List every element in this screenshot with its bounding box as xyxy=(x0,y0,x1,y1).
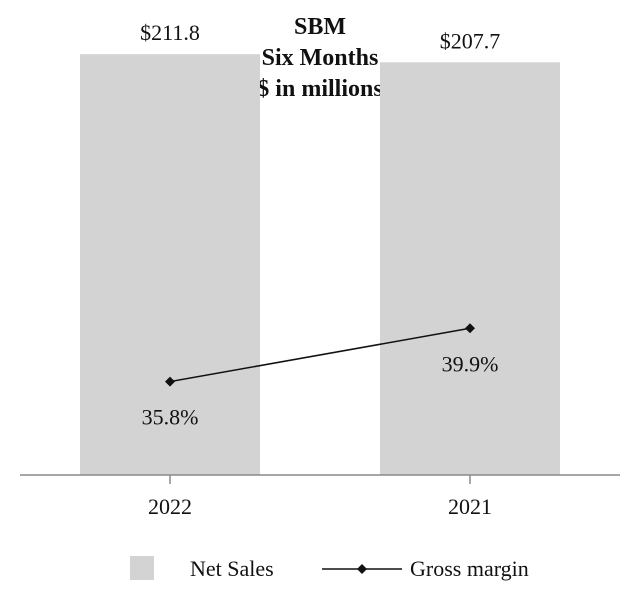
gross-margin-marker-2021 xyxy=(465,323,475,334)
chart-title-line-3: ($ in millions) xyxy=(249,76,391,102)
chart-title-line-2: Six Months xyxy=(261,45,379,71)
gross-margin-label-2022: 35.8% xyxy=(142,405,199,430)
gross-margin-line xyxy=(169,327,471,383)
x-tick-label-2022: 2022 xyxy=(148,494,192,519)
bar-net-sales-2022 xyxy=(80,54,260,476)
legend-swatch-net-sales xyxy=(130,556,154,580)
ticks-layer: 2022 2021 xyxy=(148,475,492,519)
bar-labels-layer: $211.8 $207.7 xyxy=(140,20,500,53)
legend: Net Sales Gross margin xyxy=(130,556,529,581)
legend-label-gross-margin: Gross margin xyxy=(410,556,529,581)
x-tick-label-2021: 2021 xyxy=(448,494,492,519)
bar-label-net-sales-2021: $207.7 xyxy=(440,28,501,53)
gross-margin-label-2021: 39.9% xyxy=(442,351,499,376)
gross-margin-marker-2022 xyxy=(165,376,175,387)
bar-label-net-sales-2022: $211.8 xyxy=(140,20,200,45)
bar-net-sales-2021 xyxy=(380,62,560,475)
legend-label-net-sales: Net Sales xyxy=(190,556,274,581)
chart-title: SBM Six Months ($ in millions) xyxy=(0,12,640,105)
chart-title-line-1: SBM xyxy=(293,14,346,40)
legend-marker-gross-margin xyxy=(357,564,367,574)
gross-margin-layer: 35.8% 39.9% xyxy=(142,323,499,430)
bars-layer xyxy=(80,54,560,476)
